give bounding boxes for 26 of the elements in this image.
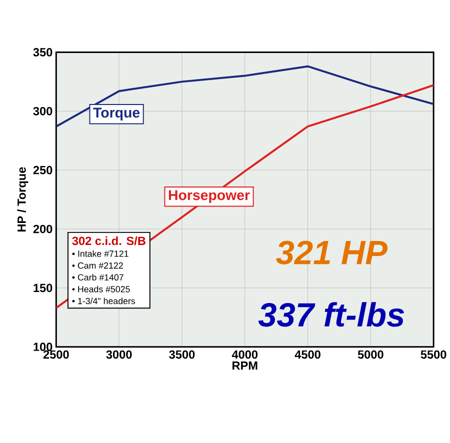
line-series — [55, 65, 435, 128]
y-axis-title: HP / Torque — [17, 166, 28, 232]
x-axis-title: RPM — [232, 361, 258, 370]
x-tick-label: 5000 — [358, 350, 384, 358]
x-tick-label: 2500 — [43, 350, 69, 358]
y-tick-label: 350 — [33, 48, 52, 56]
y-tick-label: 300 — [33, 106, 52, 116]
y-tick-label: 100 — [34, 342, 52, 351]
annotation: • 1-3/4" headers — [72, 297, 136, 304]
y-tick-label: 200 — [33, 224, 52, 233]
series-label: Torque — [93, 108, 140, 120]
y-tick-label: 150 — [34, 284, 52, 292]
annotation: • Carb #1407 — [72, 274, 124, 280]
annotation: 321 HP — [276, 240, 388, 264]
series-label: Horsepower — [168, 190, 250, 203]
x-tick-label: 4000 — [232, 350, 258, 358]
annotation: • Intake #7121 — [72, 250, 128, 257]
x-tick-label: 5500 — [420, 350, 446, 358]
annotation: 337 ft-lbs — [258, 302, 404, 327]
x-tick-label: 4500 — [294, 350, 320, 358]
annotation: • Cam #2122 — [72, 262, 123, 268]
x-tick-label: 3000 — [106, 350, 132, 359]
y-tick-label: 250 — [33, 166, 52, 174]
annotation: • Heads #5025 — [72, 286, 130, 292]
annotation: 302 c.i.d. S/B — [72, 236, 146, 245]
x-tick-label: 3500 — [169, 350, 195, 359]
